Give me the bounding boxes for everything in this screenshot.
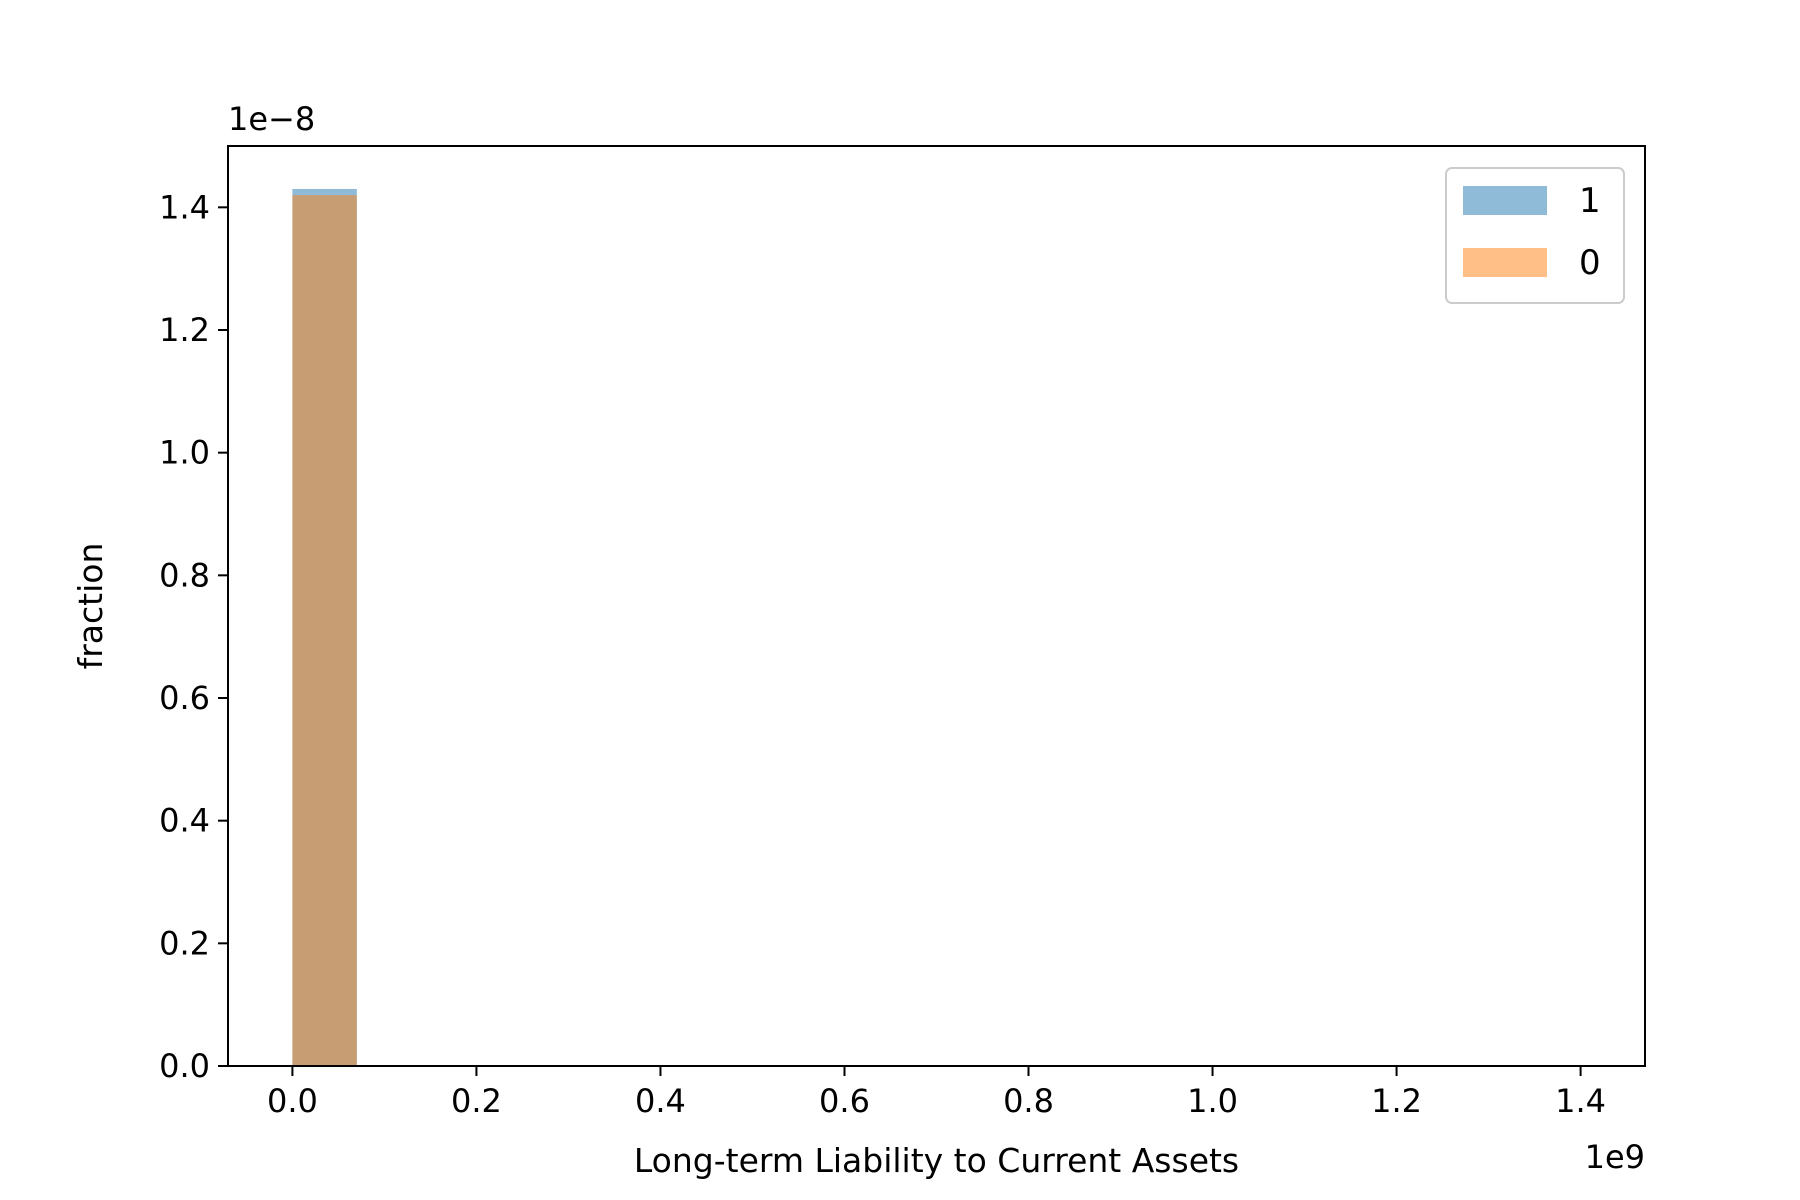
bars-layer [292,188,357,1067]
legend: 10 [1445,167,1625,304]
x-axis: 0.0 0.2 0.4 0.6 0.8 1.0 1.2 1.4 [267,1066,1606,1120]
y-tick-label: 0.2 [159,924,210,962]
y-tick-label: 1.2 [159,311,210,349]
histogram-bar-series-0 [292,195,357,1067]
x-tick-label: 1.4 [1555,1082,1606,1120]
x-tick-label: 0.4 [635,1082,686,1120]
y-axis: 0.0 0.2 0.4 0.6 0.8 1.0 1.2 1.4 [159,188,228,1085]
x-tick-label: 1.2 [1371,1082,1422,1120]
legend-swatch-series-0 [1463,248,1547,277]
plot-frame [227,145,1646,1067]
x-axis-label: Long-term Liability to Current Assets [634,1141,1239,1180]
legend-swatch-series-1 [1463,186,1547,215]
y-tick-label: 0.0 [159,1047,210,1085]
x-tick-label: 0.8 [1003,1082,1054,1120]
y-tick-label: 0.6 [159,679,210,717]
y-tick-label: 0.8 [159,556,210,594]
x-axis-offset-label: 1e9 [1585,1138,1645,1176]
y-axis-offset-label: 1e−8 [228,100,315,138]
legend-label: 0 [1579,243,1601,283]
y-axis-label: fraction [71,543,110,670]
x-tick-label: 0.0 [267,1082,318,1120]
legend-label: 1 [1579,181,1601,221]
y-tick-label: 1.0 [159,434,210,472]
y-tick-label: 1.4 [159,188,210,226]
x-tick-label: 0.6 [819,1082,870,1120]
x-tick-label: 1.0 [1187,1082,1238,1120]
y-tick-label: 0.4 [159,802,210,840]
x-tick-label: 0.2 [451,1082,502,1120]
